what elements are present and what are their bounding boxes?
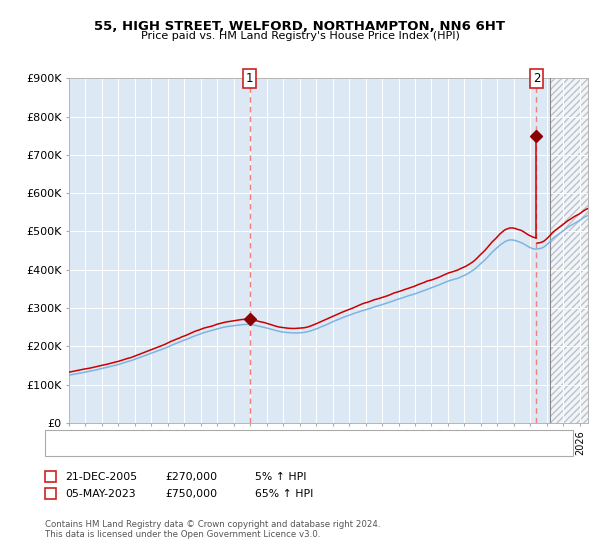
Text: 2: 2	[533, 72, 540, 85]
Text: 1: 1	[47, 472, 54, 482]
Text: £750,000: £750,000	[165, 489, 217, 499]
Text: 1: 1	[246, 72, 253, 85]
Text: 21-DEC-2005: 21-DEC-2005	[65, 472, 137, 482]
Bar	[550, 78, 588, 423]
Text: £270,000: £270,000	[165, 472, 217, 482]
Text: HPI: Average price, detached house, West Northamptonshire: HPI: Average price, detached house, West…	[99, 444, 401, 454]
Text: 05-MAY-2023: 05-MAY-2023	[65, 489, 136, 499]
Text: 5% ↑ HPI: 5% ↑ HPI	[255, 472, 307, 482]
Text: Contains HM Land Registry data © Crown copyright and database right 2024.
This d: Contains HM Land Registry data © Crown c…	[45, 520, 380, 539]
Text: 55, HIGH STREET, WELFORD, NORTHAMPTON, NN6 6HT: 55, HIGH STREET, WELFORD, NORTHAMPTON, N…	[95, 20, 505, 32]
Text: 2: 2	[47, 489, 54, 499]
Text: Price paid vs. HM Land Registry's House Price Index (HPI): Price paid vs. HM Land Registry's House …	[140, 31, 460, 41]
Text: 65% ↑ HPI: 65% ↑ HPI	[255, 489, 313, 499]
Text: 55, HIGH STREET, WELFORD, NORTHAMPTON, NN6 6HT (detached house): 55, HIGH STREET, WELFORD, NORTHAMPTON, N…	[99, 432, 466, 442]
